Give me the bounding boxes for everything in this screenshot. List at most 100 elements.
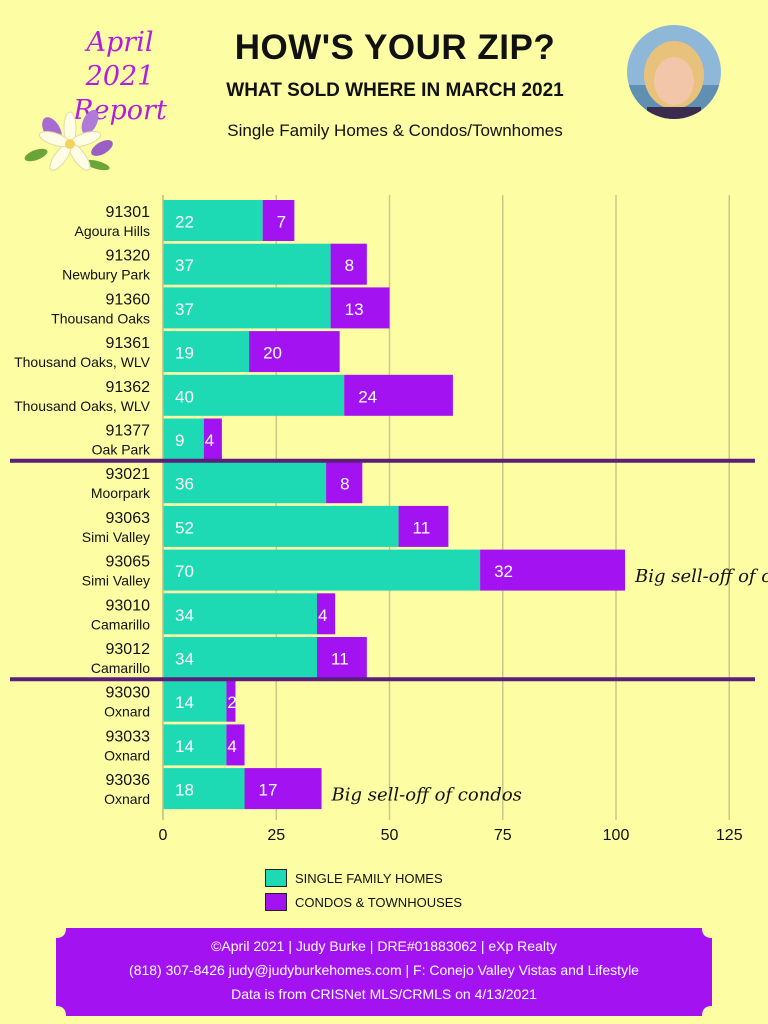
data-label-single-family-91320: 37	[175, 256, 194, 275]
category-zip-91361: 91361	[106, 335, 151, 352]
bar-condos-93030	[226, 680, 236, 722]
category-city-91362: Thousand Oaks, WLV	[14, 398, 151, 414]
lily-flower-icon	[24, 109, 113, 171]
data-label-condos-91377: 4	[205, 431, 214, 450]
report-label-line1: April 2021	[85, 27, 155, 92]
category-city-91361: Thousand Oaks, WLV	[14, 354, 151, 370]
bar-condos-93010	[317, 593, 336, 635]
x-tick-label-25: 25	[267, 827, 285, 844]
legend-swatch-condos	[265, 893, 287, 911]
footer-line-credits: ©April 2021 | Judy Burke | DRE#01883062 …	[211, 938, 557, 954]
page-subtitle: WHAT SOLD WHERE IN MARCH 2021	[226, 80, 564, 101]
category-zip-91377: 91377	[106, 423, 151, 440]
bar-single-family-91301	[163, 200, 263, 241]
data-label-condos-91361: 20	[263, 344, 282, 363]
data-label-single-family-91301: 22	[175, 213, 194, 232]
category-city-93036: Oxnard	[104, 791, 150, 807]
data-label-single-family-93063: 52	[175, 518, 194, 537]
x-tick-label-50: 50	[381, 827, 399, 844]
data-label-condos-91301: 7	[277, 213, 286, 232]
bar-condos-91377	[203, 418, 222, 460]
data-label-condos-93063: 11	[413, 518, 431, 537]
category-city-93030: Oxnard	[104, 704, 150, 720]
x-tick-label-125: 125	[716, 827, 743, 844]
x-tick-label-0: 0	[159, 827, 168, 844]
data-label-single-family-93030: 14	[175, 693, 194, 712]
data-label-condos-93010: 4	[318, 606, 327, 625]
category-zip-93010: 93010	[106, 597, 151, 614]
legend-label-condos: CONDOS & TOWNHOUSES	[295, 894, 463, 910]
footer-background	[56, 928, 712, 1016]
data-label-condos-93030: 2	[227, 693, 236, 712]
legend-item-condos: CONDOS & TOWNHOUSES	[265, 890, 462, 914]
category-zip-93036: 93036	[106, 772, 151, 789]
report-label: April 2021 Report	[55, 26, 185, 128]
bar-condos-91301	[262, 200, 295, 241]
bar-condos-93021	[326, 462, 363, 504]
bar-condos-91361	[249, 331, 340, 373]
bar-single-family-91362	[163, 374, 345, 416]
chart-legend: SINGLE FAMILY HOMES CONDOS & TOWNHOUSES	[265, 866, 462, 914]
category-zip-91360: 91360	[106, 291, 151, 308]
bar-single-family-93010	[163, 593, 318, 635]
footer-line-source: Data is from CRISNet MLS/CRMLS on 4/13/2…	[231, 986, 537, 1002]
category-city-93010: Camarillo	[91, 616, 150, 632]
agent-avatar	[627, 25, 721, 119]
data-label-single-family-91361: 19	[175, 344, 194, 363]
bar-single-family-93065	[163, 549, 481, 591]
bar-single-family-91360	[163, 287, 331, 329]
bar-single-family-93030	[163, 680, 227, 722]
bar-condos-91362	[344, 374, 453, 416]
bar-condos-93065	[480, 549, 626, 591]
legend-item-single-family: SINGLE FAMILY HOMES	[265, 866, 462, 890]
legend-swatch-single-family	[265, 869, 287, 887]
bar-single-family-91377	[163, 418, 204, 460]
category-city-91377: Oak Park	[92, 442, 151, 458]
category-city-93021: Moorpark	[91, 485, 151, 501]
category-zip-91320: 91320	[106, 248, 151, 265]
bar-single-family-91361	[163, 331, 250, 373]
category-zip-91301: 91301	[106, 204, 151, 221]
category-zip-93030: 93030	[106, 685, 151, 702]
footer-banner: ©April 2021 | Judy Burke | DRE#01883062 …	[56, 928, 712, 1016]
data-label-single-family-91377: 9	[175, 431, 184, 450]
bar-condos-91320	[330, 243, 367, 285]
x-tick-label-75: 75	[494, 827, 512, 844]
bar-single-family-93063	[163, 505, 399, 547]
category-zip-93065: 93065	[106, 554, 151, 571]
bar-condos-91360	[330, 287, 390, 329]
annotation-1: Big sell-off of condos	[331, 785, 522, 806]
legend-label-single-family: SINGLE FAMILY HOMES	[295, 870, 443, 886]
category-city-93033: Oxnard	[104, 747, 150, 763]
category-city-93012: Camarillo	[91, 660, 150, 676]
category-city-91320: Newbury Park	[62, 267, 151, 283]
category-city-91360: Thousand Oaks	[51, 310, 150, 326]
data-label-single-family-93021: 36	[175, 475, 194, 494]
data-label-single-family-93033: 14	[175, 737, 194, 756]
page-tagline: Single Family Homes & Condos/Townhomes	[227, 121, 563, 140]
bar-single-family-91320	[163, 243, 331, 285]
category-zip-93033: 93033	[106, 728, 151, 745]
data-label-single-family-91360: 37	[175, 300, 194, 319]
data-label-single-family-93012: 34	[175, 650, 194, 669]
bar-single-family-93021	[163, 462, 327, 504]
bar-single-family-93036	[163, 768, 245, 810]
data-label-condos-91360: 13	[345, 300, 364, 319]
category-zip-93021: 93021	[106, 466, 151, 483]
data-label-condos-93012: 11	[331, 650, 349, 669]
category-zip-91362: 91362	[106, 379, 151, 396]
page-title: HOW'S YOUR ZIP?	[234, 28, 556, 67]
bar-condos-93063	[398, 505, 449, 547]
data-label-condos-91362: 24	[358, 387, 377, 406]
data-label-condos-93036: 17	[259, 781, 278, 800]
data-label-condos-93021: 8	[340, 475, 349, 494]
annotation-0: Big sell-off of condos	[634, 566, 768, 587]
footer-line-contact: (818) 307-8426 judy@judyburkehomes.com |…	[129, 962, 639, 978]
bar-single-family-93012	[163, 637, 318, 678]
data-label-condos-91320: 8	[345, 256, 354, 275]
data-label-single-family-91362: 40	[175, 387, 194, 406]
bar-condos-93036	[244, 768, 322, 810]
bar-condos-93033	[226, 724, 245, 766]
data-label-condos-93033: 4	[227, 737, 236, 756]
